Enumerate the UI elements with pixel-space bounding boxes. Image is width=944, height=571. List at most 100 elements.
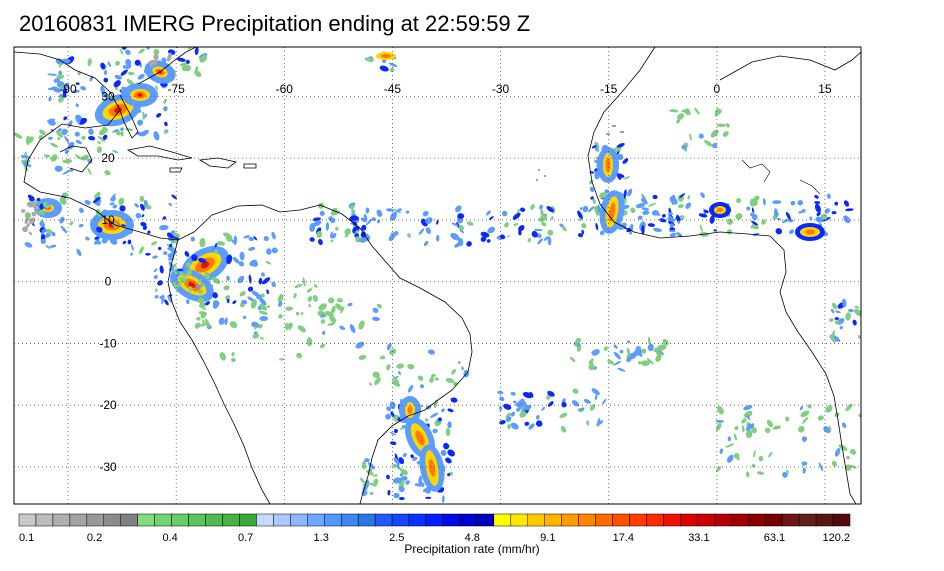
coastline-us-east: [137, 47, 197, 85]
precip-cell: [786, 218, 794, 223]
precip-cell: [85, 236, 90, 241]
precip-cell: [824, 208, 831, 214]
precip-cell: [669, 196, 678, 205]
precip-cell: [396, 363, 405, 369]
precip-cell: [412, 456, 418, 461]
colorbar-swatch: [52, 513, 71, 527]
precip-cell: [58, 63, 62, 68]
precip-cell: [589, 404, 596, 411]
precip-cell: [775, 228, 783, 235]
precip-cell: [826, 193, 831, 199]
precip-cell: [699, 224, 703, 233]
precip-cell: [586, 420, 590, 426]
precip-cell: [387, 489, 391, 496]
precip-cell: [741, 418, 747, 424]
precip-cell: [115, 130, 121, 136]
precip-cell: [297, 325, 306, 333]
precip-cell: [538, 214, 548, 222]
precip-cell: [168, 202, 173, 206]
precip-cell: [51, 231, 56, 237]
precip-cell: [46, 202, 52, 206]
precip-cell: [191, 254, 198, 262]
precip-cell: [349, 215, 359, 222]
precip-cell: [629, 224, 634, 230]
precip-cell: [661, 214, 666, 218]
precip-cell: [313, 220, 322, 227]
precip-cell: [393, 492, 400, 499]
precip-cell: [120, 224, 127, 227]
precip-cell: [717, 406, 724, 415]
precip-cell: [849, 448, 855, 454]
precip-cell: [27, 136, 34, 144]
precip-cell: [392, 375, 400, 384]
precip-cell: [277, 294, 284, 303]
precip-cell: [858, 334, 861, 339]
precip-cell: [362, 483, 368, 487]
precip-cell: [204, 301, 211, 306]
precip-cell: [214, 249, 219, 254]
precip-cell: [515, 402, 523, 408]
precip-cell: [198, 311, 208, 316]
precip-cell: [505, 412, 512, 418]
precip-cell: [790, 200, 796, 206]
precip-cell: [206, 294, 212, 301]
precip-cell: [266, 289, 270, 295]
precip-cell: [605, 157, 611, 173]
precip-cell: [613, 360, 622, 366]
precip-cell: [360, 217, 367, 223]
precip-cell: [329, 231, 333, 238]
precip-cell: [577, 210, 583, 220]
precip-cell: [389, 431, 397, 436]
precip-cell: [825, 405, 833, 413]
precip-cell: [381, 355, 386, 360]
precip-cell: [127, 71, 135, 76]
precip-cell: [434, 377, 439, 381]
precip-cell: [642, 210, 650, 215]
precip-cell: [173, 263, 177, 268]
colorbar-swatch: [544, 513, 562, 527]
precip-cell: [635, 203, 645, 209]
precip-cell: [377, 219, 381, 224]
precip-cell: [393, 428, 398, 433]
longitude-label: -90: [59, 82, 77, 96]
precip-cell: [96, 226, 103, 233]
precip-cell: [239, 302, 245, 308]
precip-cell: [396, 208, 402, 213]
latitude-labels: 30 20 10 0 -10 -20 -30: [99, 89, 117, 474]
precip-cell: [251, 321, 259, 328]
precip-cell: [48, 96, 52, 102]
precip-cell: [302, 277, 306, 287]
precip-cell: [801, 461, 808, 466]
precip-cell: [821, 213, 828, 220]
precip-cell: [581, 222, 587, 229]
precip-cell: [622, 158, 629, 164]
precip-cell: [151, 241, 157, 246]
precip-cell: [443, 442, 450, 450]
precip-cell: [445, 377, 455, 384]
precip-cell: [258, 310, 268, 315]
precip-cell: [398, 486, 405, 492]
precip-cell: [445, 457, 452, 464]
colorbar-swatch: [222, 513, 240, 527]
precip-cell: [850, 465, 857, 469]
precip-cell: [102, 209, 107, 213]
precip-cell: [84, 199, 91, 205]
colorbar-swatch: [290, 513, 308, 527]
precip-cell: [756, 471, 765, 475]
precip-cell: [655, 354, 662, 362]
precip-cell: [591, 145, 597, 149]
colorbar-swatch: [69, 513, 88, 527]
precip-cell: [641, 193, 647, 202]
precip-cell: [726, 454, 734, 463]
precip-cell: [159, 265, 164, 274]
precip-cell: [262, 277, 271, 285]
precip-cell: [186, 261, 191, 268]
precip-cell: [801, 208, 806, 213]
precip-cell: [613, 344, 618, 349]
precip-cell: [447, 449, 455, 457]
precip-cell: [330, 218, 336, 224]
precip-cell: [626, 347, 631, 357]
precip-cell: [325, 222, 330, 231]
precip-cell: [736, 455, 740, 461]
precip-cell: [390, 441, 397, 446]
